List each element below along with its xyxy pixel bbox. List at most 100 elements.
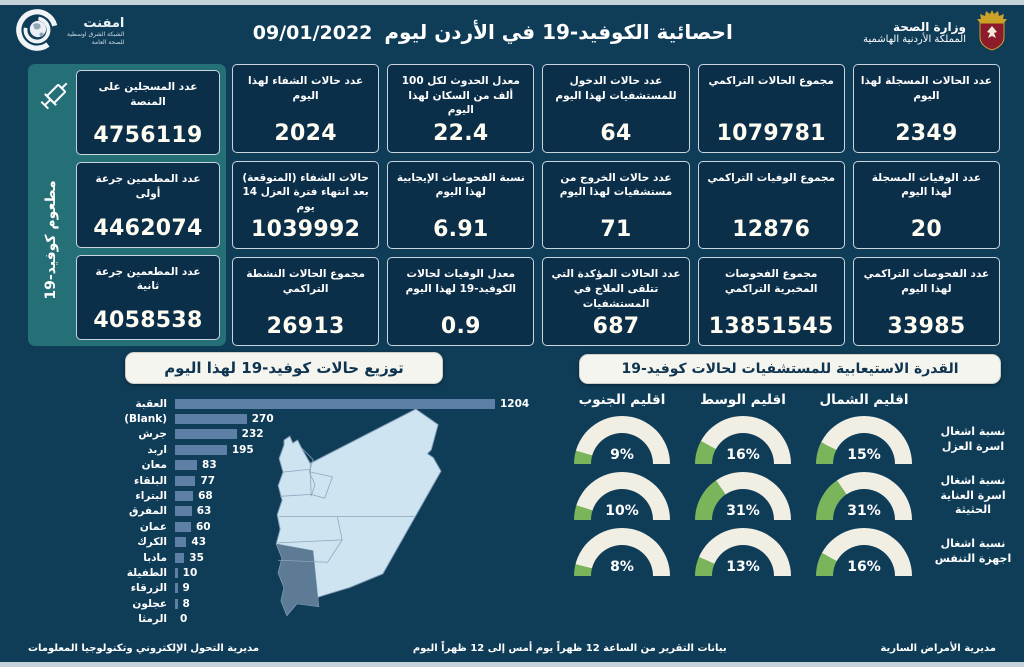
stat-card: مجموع الحالات التراكمي 1079781 — [697, 64, 845, 153]
gauge-value: 31% — [726, 503, 760, 519]
bar-label: (Blank) — [124, 413, 167, 426]
gauge: 13% — [695, 528, 791, 576]
jordan-map — [227, 380, 467, 636]
gauge: 16% — [816, 528, 912, 576]
syringe-icon — [34, 76, 74, 120]
bar-row: عجلون 8 — [85, 596, 531, 611]
jordan-coat-of-arms-icon — [974, 8, 1010, 56]
bar-value: 270 — [251, 413, 274, 426]
bar-value: 1204 — [500, 397, 530, 410]
bar-label: الطفيلة — [126, 566, 167, 579]
stat-value: 6.91 — [433, 217, 489, 243]
report-date: 09/01/2022 — [252, 22, 373, 44]
bar-label: الزرقاء — [130, 582, 167, 595]
stat-value: 71 — [600, 217, 632, 243]
gauge: 16% — [695, 416, 791, 464]
vax-card-first-dose: عدد المطعمين جرعة أولى 4462074 — [76, 162, 220, 248]
stat-card: حالات الشفاء (المتوقعة) بعد انتهاء فترة … — [232, 160, 380, 250]
gauge-value: 9% — [610, 447, 634, 463]
stat-card-grid: عدد الحالات المسجلة لهذا اليوم 2349 مجموع… — [232, 64, 1000, 346]
gauge-value: 31% — [847, 503, 881, 519]
gauge: 15% — [816, 416, 912, 464]
bar-row: جرش 232 — [85, 427, 531, 442]
distribution-bars: العقبة 1204 (Blank) 270 جرش 232 اربد 195 معان 83 ا… — [85, 396, 531, 627]
bar-row: (Blank) 270 — [85, 411, 531, 426]
bar-label: البلقاء — [134, 474, 167, 487]
page-title: احصائية الكوفيد-19 في الأردن ليوم 09/01/… — [253, 20, 733, 44]
vaccination-vertical-label: مطعوم كوفيد-19 — [43, 180, 59, 300]
bar-label: الكرك — [137, 536, 167, 549]
stat-value: 64 — [600, 120, 632, 146]
network-sub1: الشبكة الشرق اوسطية — [67, 31, 125, 39]
vax-card-value: 4058538 — [93, 307, 203, 333]
stat-card: مجموع الحالات النشطة التراكمي 26913 — [232, 257, 380, 346]
stat-card: عدد حالات الخروج من مستشفيات لهذا اليوم 7… — [542, 160, 690, 250]
bar-label: اربد — [147, 443, 167, 456]
stat-card: عدد الحالات المسجلة لهذا اليوم 2349 — [852, 64, 1000, 153]
header: امفنت الشبكة الشرق اوسطية للصحة العامة ا… — [0, 5, 1024, 59]
bar-label: جرش — [138, 428, 167, 441]
vax-card-label: عدد المطعمين جرعة أولى — [95, 173, 201, 201]
vaccination-panel: مطعوم كوفيد-19 عدد المسجلين على المنصة 4… — [28, 64, 226, 346]
gauge-value: 10% — [605, 503, 639, 519]
network-logo: امفنت الشبكة الشرق اوسطية للصحة العامة — [14, 7, 124, 57]
stat-card: معدل الحدوث لكل 100 ألف من السكان لهذا ا… — [387, 64, 535, 153]
footer-left: مديرية التحول الإلكتروني وتكنولوجيا المع… — [28, 642, 260, 654]
ministry-name: وزارة الصحة — [892, 19, 966, 34]
network-name: امفنت — [83, 16, 125, 32]
gauge-value: 13% — [726, 559, 760, 575]
stat-label: مجموع الوفيات التراكمي — [707, 171, 836, 184]
vaccination-cards: عدد المسجلين على المنصة 4756119 عدد المط… — [76, 70, 220, 340]
bar-value: 60 — [195, 520, 211, 533]
stat-label: معدل الوفيات لحالات الكوفيد-19 لهذا اليو… — [405, 268, 517, 296]
stat-value: 26913 — [266, 313, 345, 339]
ministry-text: وزارة الصحة المملكة الأردنية الهاشمية — [863, 20, 966, 45]
bar-value: 63 — [196, 505, 212, 518]
bar-value: 195 — [231, 443, 254, 456]
stat-value: 2024 — [274, 120, 337, 146]
bar-label: عمان — [139, 520, 167, 533]
network-logo-text: امفنت الشبكة الشرق اوسطية للصحة العامة — [67, 16, 125, 47]
bar-label: معان — [141, 459, 167, 472]
bar — [175, 491, 194, 502]
stat-card: عدد حالات الشفاء لهذا اليوم 2024 — [232, 64, 380, 153]
top-edge — [0, 0, 1024, 5]
bar-label: البتراء — [135, 490, 167, 503]
region-header: اقليم الجنوب — [578, 392, 666, 408]
stat-label: مجموع الفحوصات المخبرية التراكمي — [724, 268, 818, 296]
region-header: اقليم الوسط — [700, 392, 786, 408]
bar — [175, 444, 227, 455]
bar-label: المفرق — [128, 505, 167, 518]
stat-value: 22.4 — [433, 120, 489, 146]
bar-row: اربد 195 — [85, 442, 531, 457]
stat-value: 0.9 — [440, 313, 481, 339]
bar-value: 10 — [182, 566, 198, 579]
globe-icon — [14, 7, 60, 57]
bar-value: 77 — [200, 474, 216, 487]
vax-card-second-dose: عدد المطعمين جرعة ثانية 4058538 — [76, 254, 220, 340]
stat-value: 13851545 — [708, 313, 834, 339]
bar-value: 8 — [182, 597, 190, 610]
vax-card-label: عدد المسجلين على المنصة — [98, 81, 198, 108]
gauge-value: 15% — [847, 447, 881, 463]
bar — [175, 583, 178, 594]
distribution-section: توزيع حالات كوفيد-19 لهذا اليوم العقبة 12… — [85, 352, 531, 634]
bar — [175, 460, 198, 471]
vax-card-label: عدد المطعمين جرعة ثانية — [95, 265, 201, 293]
bar-row: المفرق 63 — [85, 504, 531, 519]
stat-value: 2349 — [895, 120, 958, 146]
bar-label: العقبة — [135, 397, 167, 410]
stat-card: عدد الحالات المؤكدة التي تتلقى العلاج في… — [542, 257, 690, 346]
vax-card-registered: عدد المسجلين على المنصة 4756119 — [76, 70, 220, 156]
gauge-value: 16% — [847, 559, 881, 575]
bar — [175, 521, 191, 532]
bar-value: 83 — [202, 459, 217, 472]
capacity-row-label: نسبة اشغال اسرة العزل — [940, 425, 1006, 453]
bar-value: 68 — [198, 490, 213, 503]
stat-card: عدد حالات الدخول للمستشفيات لهذا اليوم 64 — [542, 64, 690, 153]
stat-value: 33985 — [887, 313, 966, 339]
bar-value: 0 — [180, 613, 188, 626]
stat-value: 12876 — [732, 217, 811, 243]
stat-card: عدد الوفيات المسجلة لهذا اليوم 20 — [852, 160, 1000, 250]
